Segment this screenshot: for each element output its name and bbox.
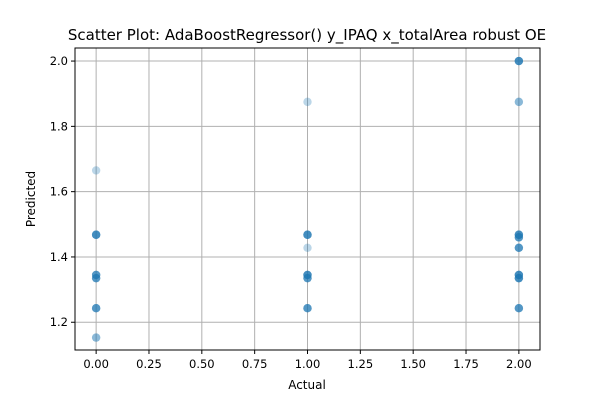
scatter-point <box>91 304 101 313</box>
y-axis-label: Predicted <box>24 171 38 227</box>
scatter-point <box>91 230 101 239</box>
grid-lines <box>75 48 540 350</box>
scatter-point <box>303 270 312 280</box>
scatter-point <box>514 230 524 239</box>
scatter-point <box>514 230 524 239</box>
scatter-point <box>91 230 101 239</box>
scatter-point <box>91 273 101 283</box>
scatter-point <box>514 230 524 239</box>
scatter-point <box>514 304 524 313</box>
x-tick-label: 1.50 <box>400 357 426 371</box>
scatter-point <box>303 273 312 283</box>
scatter-point <box>303 270 312 280</box>
scatter-point <box>303 230 312 239</box>
scatter-point <box>514 243 524 253</box>
scatter-point <box>303 304 312 313</box>
scatter-point <box>514 273 524 283</box>
scatter-point <box>514 56 524 66</box>
scatter-point <box>91 304 101 313</box>
scatter-point <box>514 270 524 280</box>
scatter-point <box>91 270 101 280</box>
scatter-point <box>514 56 524 66</box>
data-points <box>91 56 524 342</box>
x-tick-label: 2.00 <box>506 357 532 371</box>
scatter-point <box>303 304 312 313</box>
scatter-point <box>91 333 101 342</box>
scatter-point <box>514 97 524 107</box>
scatter-point <box>514 304 524 313</box>
y-tick-label: 2.0 <box>50 54 68 68</box>
axis-ticks: 0.00 0.25 0.50 0.75 1.00 1.25 1.50 1.75 2.00 1.2 1… <box>50 54 532 371</box>
scatter-point <box>514 56 524 66</box>
y-tick-label: 1.8 <box>50 119 68 133</box>
scatter-point <box>91 273 101 283</box>
y-tick-label: 1.6 <box>50 185 68 199</box>
scatter-point <box>303 304 312 313</box>
scatter-point <box>514 270 524 280</box>
chart-title: Scatter Plot: AdaBoostRegressor() y_IPAQ… <box>68 26 546 45</box>
scatter-point <box>303 270 312 280</box>
scatter-point <box>303 230 312 239</box>
x-tick-label: 0.50 <box>189 357 215 371</box>
scatter-point <box>303 270 312 280</box>
scatter-point <box>514 304 524 313</box>
scatter-point <box>91 166 101 175</box>
scatter-point <box>514 304 524 313</box>
scatter-point <box>514 233 524 242</box>
scatter-point <box>303 270 312 280</box>
scatter-point <box>514 273 524 283</box>
scatter-point <box>514 56 524 66</box>
scatter-point <box>514 243 524 253</box>
scatter-point <box>303 273 312 283</box>
scatter-point <box>91 333 101 342</box>
scatter-point <box>514 233 524 242</box>
scatter-point <box>514 230 524 239</box>
scatter-point <box>303 273 312 283</box>
scatter-point <box>514 233 524 242</box>
scatter-point <box>514 233 524 242</box>
x-tick-label: 1.00 <box>295 357 321 371</box>
scatter-point <box>91 304 101 313</box>
scatter-point <box>514 270 524 280</box>
scatter-point <box>514 270 524 280</box>
scatter-point <box>514 243 524 253</box>
scatter-point <box>91 273 101 283</box>
scatter-point <box>514 273 524 283</box>
x-tick-label: 0.75 <box>242 357 268 371</box>
scatter-point <box>514 97 524 107</box>
x-tick-label: 1.75 <box>453 357 479 371</box>
scatter-point <box>303 230 312 239</box>
scatter-point <box>91 230 101 239</box>
scatter-point <box>303 273 312 283</box>
scatter-point <box>303 230 312 239</box>
scatter-point <box>303 230 312 239</box>
scatter-point <box>91 270 101 280</box>
x-tick-label: 1.25 <box>348 357 374 371</box>
scatter-point <box>303 304 312 313</box>
scatter-point <box>91 270 101 280</box>
x-tick-label: 0.00 <box>83 357 109 371</box>
scatter-point <box>91 304 101 313</box>
scatter-point <box>303 243 312 253</box>
scatter-point <box>514 273 524 283</box>
scatter-point <box>303 97 312 107</box>
y-tick-label: 1.2 <box>50 315 68 329</box>
y-tick-label: 1.4 <box>50 250 68 264</box>
scatter-point <box>91 270 101 280</box>
scatter-point <box>91 230 101 239</box>
scatter-point <box>514 230 524 239</box>
scatter-point <box>91 230 101 239</box>
scatter-point <box>514 270 524 280</box>
x-axis-label: Actual <box>288 378 326 392</box>
scatter-point <box>514 273 524 283</box>
scatter-point <box>91 273 101 283</box>
x-tick-label: 0.25 <box>136 357 162 371</box>
scatter-point <box>514 56 524 66</box>
scatter-point <box>514 243 524 253</box>
